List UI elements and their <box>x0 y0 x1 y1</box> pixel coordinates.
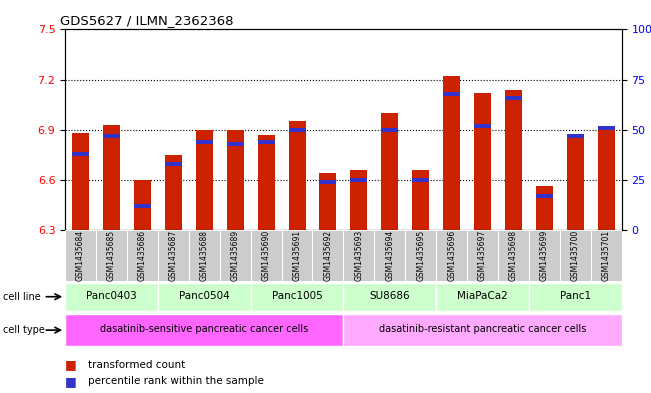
Text: GSM1435689: GSM1435689 <box>230 230 240 281</box>
Bar <box>281 230 312 281</box>
Text: percentile rank within the sample: percentile rank within the sample <box>88 376 264 386</box>
Text: MiaPaCa2: MiaPaCa2 <box>457 291 508 301</box>
Bar <box>165 155 182 230</box>
Bar <box>158 230 189 281</box>
Text: GSM1435692: GSM1435692 <box>324 230 333 281</box>
Bar <box>288 128 305 132</box>
Text: GSM1435688: GSM1435688 <box>200 230 209 281</box>
Bar <box>498 230 529 281</box>
Text: GSM1435698: GSM1435698 <box>509 230 518 281</box>
Bar <box>227 130 243 230</box>
Text: GSM1435697: GSM1435697 <box>478 230 487 281</box>
Bar <box>536 194 553 198</box>
Text: GSM1435684: GSM1435684 <box>76 230 85 281</box>
Text: ■: ■ <box>65 375 77 388</box>
Bar <box>436 230 467 281</box>
Bar <box>443 92 460 95</box>
Bar <box>412 170 429 230</box>
Text: GSM1435690: GSM1435690 <box>262 230 271 281</box>
Text: GSM1435686: GSM1435686 <box>138 230 147 281</box>
Bar <box>127 230 158 281</box>
Bar <box>96 230 127 281</box>
Text: cell line: cell line <box>3 292 41 302</box>
Text: Panc1005: Panc1005 <box>271 291 322 301</box>
Bar <box>288 121 305 230</box>
Bar <box>567 135 584 230</box>
Bar <box>505 90 522 230</box>
Bar <box>381 113 398 230</box>
Bar <box>590 230 622 281</box>
Text: GSM1435693: GSM1435693 <box>354 230 363 281</box>
Text: GSM1435691: GSM1435691 <box>292 230 301 281</box>
Text: GSM1435695: GSM1435695 <box>416 230 425 281</box>
Text: transformed count: transformed count <box>88 360 185 370</box>
Bar <box>72 133 89 230</box>
Bar <box>320 180 337 184</box>
Bar <box>412 178 429 182</box>
Text: GDS5627 / ILMN_2362368: GDS5627 / ILMN_2362368 <box>59 14 233 27</box>
Text: SU8686: SU8686 <box>370 291 410 301</box>
Bar <box>529 283 622 311</box>
Bar <box>134 204 151 208</box>
Text: cell type: cell type <box>3 325 45 335</box>
Text: GSM1435685: GSM1435685 <box>107 230 116 281</box>
Bar <box>567 134 584 138</box>
Bar <box>381 128 398 132</box>
Bar <box>343 230 374 281</box>
Bar <box>560 230 590 281</box>
Text: Panc0504: Panc0504 <box>179 291 230 301</box>
Bar <box>196 130 213 230</box>
Bar <box>72 152 89 156</box>
Bar <box>227 142 243 146</box>
Bar <box>436 283 529 311</box>
Bar <box>312 230 343 281</box>
Text: GSM1435687: GSM1435687 <box>169 230 178 281</box>
Bar <box>350 178 367 182</box>
Bar <box>467 230 498 281</box>
Bar <box>443 76 460 230</box>
Text: dasatinib-sensitive pancreatic cancer cells: dasatinib-sensitive pancreatic cancer ce… <box>100 324 309 334</box>
Bar <box>251 230 281 281</box>
Bar <box>350 170 367 230</box>
Bar <box>598 126 615 130</box>
Bar <box>65 283 158 311</box>
Text: Panc1: Panc1 <box>560 291 591 301</box>
Bar <box>189 230 219 281</box>
Bar <box>103 134 120 138</box>
Bar <box>374 230 405 281</box>
Bar <box>258 140 275 144</box>
Bar <box>196 140 213 144</box>
Bar <box>103 125 120 230</box>
Bar <box>158 283 251 311</box>
Bar <box>65 230 96 281</box>
Bar <box>251 283 343 311</box>
Bar <box>219 230 251 281</box>
Bar <box>474 93 491 230</box>
Bar <box>165 162 182 166</box>
Bar <box>65 314 344 346</box>
Bar <box>343 314 622 346</box>
Bar <box>505 95 522 99</box>
Bar <box>320 173 337 230</box>
Text: dasatinib-resistant pancreatic cancer cells: dasatinib-resistant pancreatic cancer ce… <box>379 324 587 334</box>
Bar <box>474 124 491 128</box>
Text: Panc0403: Panc0403 <box>86 291 137 301</box>
Text: GSM1435701: GSM1435701 <box>602 230 611 281</box>
Bar <box>405 230 436 281</box>
Bar <box>343 283 436 311</box>
Text: GSM1435696: GSM1435696 <box>447 230 456 281</box>
Bar <box>536 186 553 230</box>
Bar <box>134 180 151 230</box>
Text: GSM1435694: GSM1435694 <box>385 230 395 281</box>
Text: GSM1435699: GSM1435699 <box>540 230 549 281</box>
Text: GSM1435700: GSM1435700 <box>571 230 580 281</box>
Bar <box>258 135 275 230</box>
Bar <box>529 230 560 281</box>
Text: ■: ■ <box>65 358 77 371</box>
Bar <box>598 128 615 230</box>
